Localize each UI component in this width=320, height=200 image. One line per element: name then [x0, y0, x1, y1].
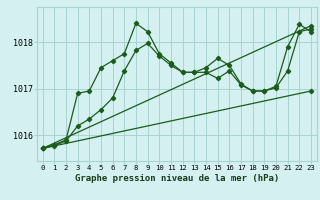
X-axis label: Graphe pression niveau de la mer (hPa): Graphe pression niveau de la mer (hPa) [75, 174, 279, 183]
